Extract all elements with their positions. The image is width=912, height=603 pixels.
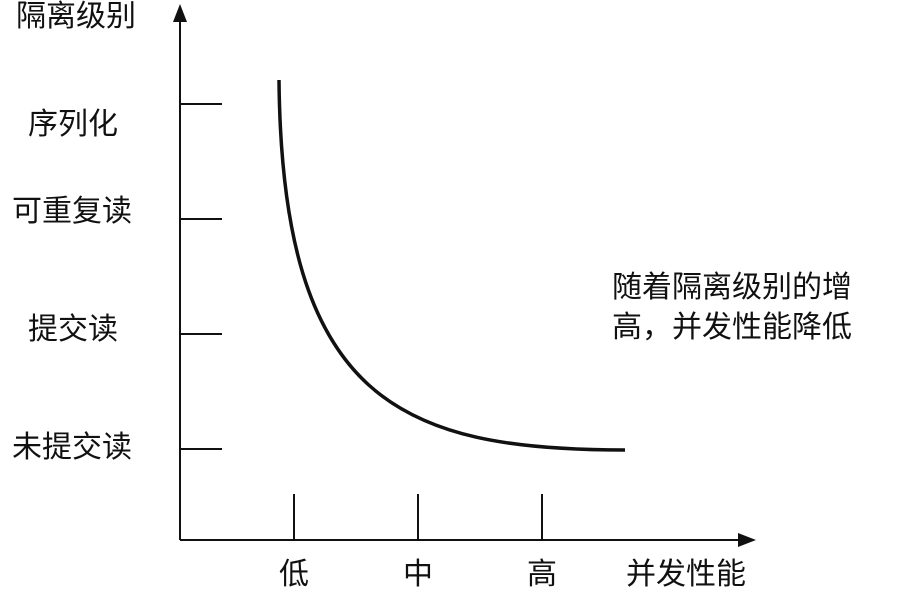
annotation-line-2: 高，并发性能降低 — [612, 310, 852, 345]
x-label-low: 低 — [279, 557, 309, 592]
y-axis-title: 隔离级别 — [16, 0, 136, 34]
y-label-read-uncommitted: 未提交读 — [12, 430, 132, 465]
x-label-mid: 中 — [403, 557, 433, 592]
y-label-repeatable-read: 可重复读 — [12, 194, 132, 229]
x-axis-arrow — [738, 533, 756, 547]
x-label-high: 高 — [527, 557, 557, 592]
x-axis-title: 并发性能 — [626, 557, 746, 592]
y-label-serializable: 序列化 — [28, 107, 118, 142]
y-label-read-committed: 提交读 — [28, 312, 118, 347]
annotation-line-1: 随着隔离级别的增 — [612, 270, 852, 305]
annotation-note: 随着隔离级别的增 高，并发性能降低 — [612, 268, 852, 348]
y-axis-arrow — [173, 4, 187, 22]
trend-curve — [277, 79, 626, 452]
